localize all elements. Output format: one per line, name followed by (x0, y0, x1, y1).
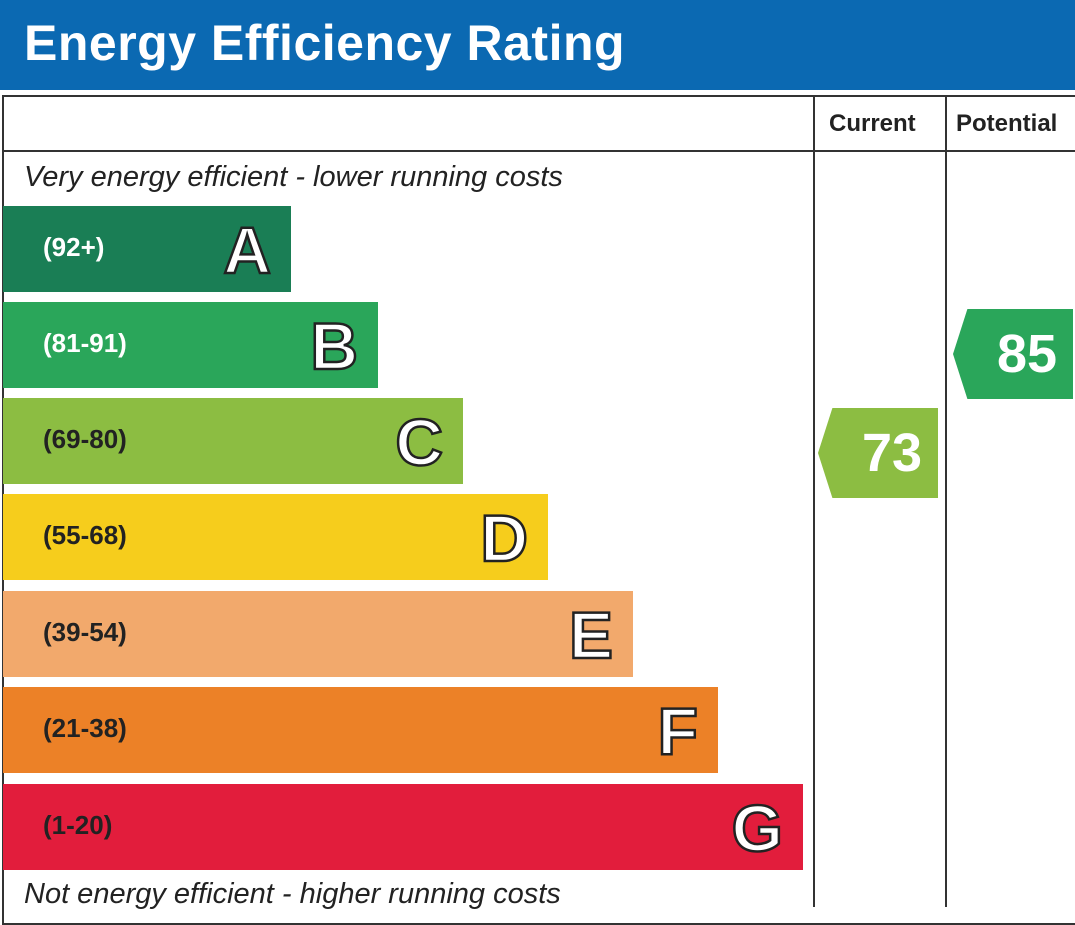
top-note: Very energy efficient - lower running co… (24, 161, 563, 193)
band-range: (21-38) (43, 713, 127, 743)
band-letter: B (309, 308, 359, 385)
band-letter: E (568, 597, 615, 674)
current-rating-arrow: 73 (818, 408, 938, 498)
band-letter: D (479, 500, 529, 577)
potential-rating-arrow: 85 (953, 309, 1073, 399)
chart-title: Energy Efficiency Rating (24, 15, 626, 71)
potential-rating-value: 85 (996, 324, 1058, 384)
band-range: (39-54) (43, 617, 127, 647)
band-range: (92+) (43, 232, 105, 262)
column-divider-potential (945, 95, 947, 907)
bottom-note: Not energy efficient - higher running co… (24, 878, 561, 910)
band-bar-d: (55-68) D (3, 494, 548, 580)
header-divider (2, 150, 1075, 152)
column-divider-current (813, 95, 815, 907)
band-range: (1-20) (43, 810, 113, 840)
chart-header: Energy Efficiency Rating (0, 0, 1075, 90)
band-letter: F (656, 693, 699, 770)
current-column-header: Current (829, 110, 916, 137)
band-letter: G (730, 790, 784, 867)
band-bar-c: (69-80) C (3, 398, 463, 484)
potential-column-header: Potential (956, 110, 1058, 137)
current-rating-value: 73 (861, 423, 923, 483)
band-bar-a: (92+) A (3, 206, 291, 292)
band-bar-f: (21-38) F (3, 687, 718, 773)
band-bar-b: (81-91) B (3, 302, 378, 388)
band-range: (55-68) (43, 520, 127, 550)
band-bar-e: (39-54) E (3, 591, 633, 677)
band-range: (81-91) (43, 328, 127, 358)
band-letter: A (222, 212, 272, 289)
band-bar-g: (1-20) G (3, 784, 803, 870)
band-letter: C (394, 404, 444, 481)
band-range: (69-80) (43, 424, 127, 454)
